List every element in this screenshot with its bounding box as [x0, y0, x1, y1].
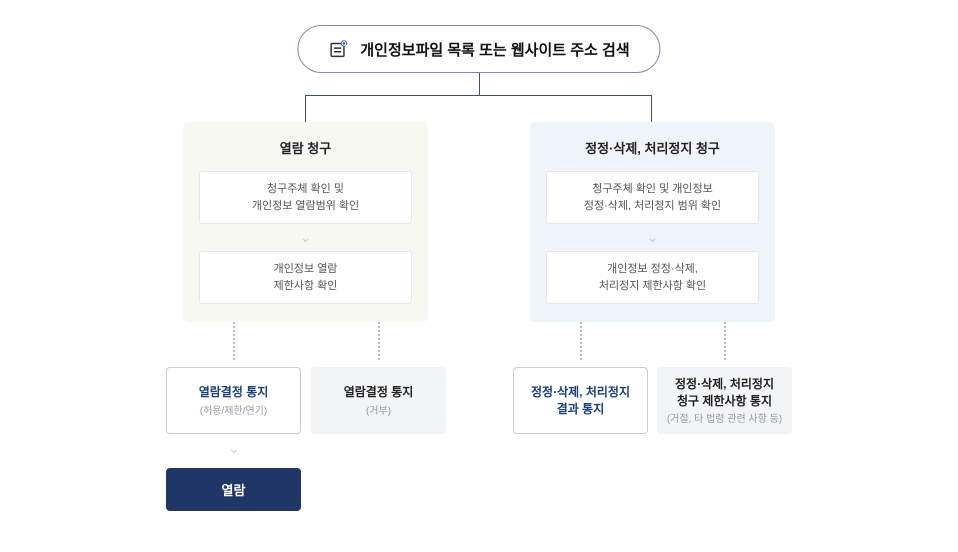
- step-line: 제한사항 확인: [206, 278, 405, 295]
- branch-right-title: 정정·삭제, 처리정지 청구: [546, 138, 759, 157]
- result-title: 정정·삭제, 처리정지: [675, 376, 774, 392]
- connector-line: [305, 95, 651, 96]
- result-title: 정정·삭제, 처리정지: [531, 384, 630, 400]
- step-line: 개인정보 정정·삭제,: [553, 261, 752, 278]
- connector-line: [305, 95, 306, 122]
- search-doc-icon: [328, 38, 350, 60]
- result-title: 결과 통지: [557, 401, 605, 417]
- final-label: 열람: [222, 480, 246, 499]
- step-line: 청구주체 확인 및: [206, 181, 405, 198]
- result-sub: (거절, 타 법령 관련 사항 등): [667, 410, 782, 425]
- branch-left: 열람 청구 청구주체 확인 및 개인정보 열람범위 확인 ⌄ 개인정보 열람 제…: [183, 122, 428, 322]
- result-title: 청구 제한사항 통지: [677, 393, 772, 409]
- root-label: 개인정보파일 목록 또는 웹사이트 주소 검색: [360, 39, 629, 60]
- step-box: 개인정보 정정·삭제, 처리정지 제한사항 확인: [546, 251, 759, 304]
- chevron-down-icon: ⌄: [199, 224, 412, 251]
- result-sub: (거부): [366, 402, 391, 417]
- step-box: 개인정보 열람 제한사항 확인: [199, 251, 412, 304]
- chevron-down-icon: ⌄: [228, 440, 240, 457]
- step-line: 정정·삭제, 처리정지 범위 확인: [553, 198, 752, 215]
- step-line: 청구주체 확인 및 개인정보: [553, 181, 752, 198]
- connector-line: [479, 70, 480, 95]
- result-box-1: 열람결정 통지 (허용/제한/연기): [166, 367, 301, 434]
- connector-line: [651, 95, 652, 122]
- result-title: 열람결정 통지: [199, 384, 269, 400]
- result-sub: (허용/제한/연기): [200, 402, 267, 417]
- branch-left-title: 열람 청구: [199, 138, 412, 157]
- chevron-down-icon: ⌄: [546, 224, 759, 251]
- root-node: 개인정보파일 목록 또는 웹사이트 주소 검색: [297, 25, 660, 73]
- branch-right: 정정·삭제, 처리정지 청구 청구주체 확인 및 개인정보 정정·삭제, 처리정…: [530, 122, 775, 322]
- result-box-3: 정정·삭제, 처리정지 결과 통지: [513, 367, 648, 434]
- step-line: 처리정지 제한사항 확인: [553, 278, 752, 295]
- step-line: 개인정보 열람범위 확인: [206, 198, 405, 215]
- step-box: 청구주체 확인 및 개인정보 정정·삭제, 처리정지 범위 확인: [546, 171, 759, 224]
- result-box-2: 열람결정 통지 (거부): [311, 367, 446, 434]
- step-box: 청구주체 확인 및 개인정보 열람범위 확인: [199, 171, 412, 224]
- result-box-4: 정정·삭제, 처리정지 청구 제한사항 통지 (거절, 타 법령 관련 사항 등…: [657, 367, 792, 434]
- step-line: 개인정보 열람: [206, 261, 405, 278]
- result-title: 열람결정 통지: [344, 384, 414, 400]
- final-box: 열람: [166, 468, 301, 511]
